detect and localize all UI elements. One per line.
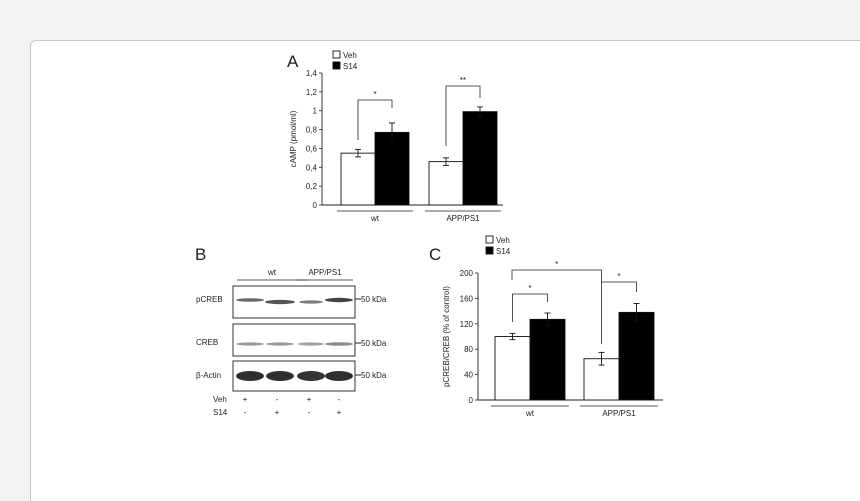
treatment-veh-lane-4: - [338,395,341,404]
blot-creb [232,323,356,357]
treatment-veh-lane-2: - [276,395,279,404]
chart-a-bar-wt-veh [340,152,376,206]
chart-a-y-tick-label: 1,4 [306,69,318,78]
chart-c-bar-appps1-s14 [618,311,655,401]
chart-c-bar-wt-s14 [529,318,566,401]
figure-image: A 0 0,2 0,4 0,6 0,8 1 1,2 1,4 cAMP (pmol/ml) wt AP… [193,48,671,421]
blot-row-label-pcreb: pCREB [196,295,223,304]
panel-letter-b: B [195,245,206,264]
chart-c-bar-appps1-veh [583,358,620,401]
treatment-veh-lane-3: + [307,395,312,404]
chart-a-y-tick-label: 1,2 [306,88,318,97]
chart-a-y-tick-label: 0,6 [306,144,318,153]
treatment-label-veh: Veh [213,395,227,404]
chart-a-significance-label: * [373,90,376,99]
chart-c: 0 40 80 120 160 200 pCREB/CREB (% of control) w… [442,235,663,418]
panel-letter-a: A [287,52,299,71]
chart-c-significance-bracket [601,281,637,344]
chart-a-category-label: wt [370,214,380,223]
chart-c-y-tick-label: 120 [460,320,474,329]
figure-svg: A 0 0,2 0,4 0,6 0,8 1 1,2 1,4 cAMP (pmol/ml) wt AP… [195,50,663,418]
chart-c-significance-bracket [512,293,548,322]
chart-c-y-tick-label: 160 [460,294,474,303]
chart-a-significance-bracket [357,99,393,140]
blot-marker-actin: 50 kDa [361,371,387,380]
treatment-s14-lane-3: - [308,408,311,417]
chart-c-y-axis-label: pCREB/CREB (% of control) [442,286,451,387]
treatment-s14-lane-2: + [275,408,280,417]
blot-actin [232,360,356,392]
chart-c-significance-label: * [528,284,531,293]
chart-a-legend-swatch-s14 [332,61,341,70]
blot-pcreb [232,285,356,319]
blot-marker-pcreb: 50 kDa [361,295,387,304]
chart-a-bar-wt-s14 [374,131,410,206]
chart-a-significance-bracket [445,85,481,146]
chart-c-legend-label-veh: Veh [496,236,510,245]
chart-a-category-label: APP/PS1 [446,214,480,223]
chart-c-y-tick-label: 0 [469,396,474,405]
chart-c-y-tick-label: 80 [464,345,473,354]
chart-c-legend-label-s14: S14 [496,247,511,256]
chart-a: 0 0,2 0,4 0,6 0,8 1 1,2 1,4 cAMP (pmol/ml) wt APP/… [289,50,503,223]
treatment-label-s14: S14 [213,408,228,417]
chart-a-y-axis-label: cAMP (pmol/ml) [289,110,298,167]
chart-a-bar-appps1-s14 [462,111,498,206]
chart-c-significance-bracket [511,269,602,282]
chart-a-y-tick-label: 0,4 [306,163,318,172]
chart-a-legend-label-veh: Veh [343,51,357,60]
chart-a-y-tick-label: 0,2 [306,182,318,191]
panel-letter-c: C [429,245,441,264]
chart-c-legend-swatch-s14 [485,246,494,255]
blot-marker-creb: 50 kDa [361,339,387,348]
chart-c-category-label: APP/PS1 [602,409,636,418]
chart-a-legend-swatch-veh [332,50,341,59]
chart-a-y-tick-label: 0 [313,201,318,210]
blot-group-app: APP/PS1 [308,268,342,277]
blot-row-label-actin: β-Actin [196,371,221,380]
chart-c-legend-swatch-veh [485,235,494,244]
treatment-veh-lane-1: + [243,395,248,404]
chart-a-y-tick-label: 0,8 [306,126,318,135]
chart-c-y-tick-label: 40 [464,371,473,380]
treatment-s14-lane-4: + [337,408,342,417]
chart-a-y-tick-label: 1 [313,107,318,116]
chart-c-significance-label: * [617,272,620,281]
chart-a-legend-label-s14: S14 [343,62,358,71]
chart-c-y-tick-label: 200 [460,269,474,278]
chart-c-significance-label: * [555,260,558,269]
chart-a-bar-appps1-veh [428,161,464,206]
treatment-s14-lane-1: - [244,408,247,417]
chart-c-category-label: wt [525,409,535,418]
blot-group-wt: wt [267,268,277,277]
blot-row-label-creb: CREB [196,338,218,347]
chart-c-bar-wt-veh [494,336,531,401]
chart-a-significance-label: ** [460,76,466,85]
